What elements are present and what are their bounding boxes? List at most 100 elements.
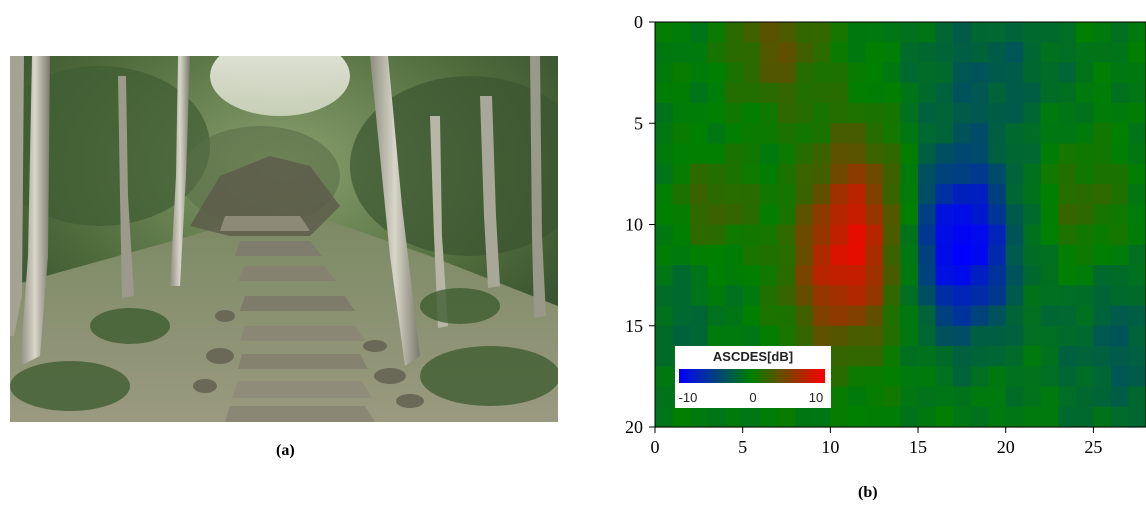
heatmap-cell [725, 42, 744, 64]
heatmap-cell [988, 325, 1007, 347]
heatmap-cell [970, 224, 989, 246]
heatmap-cell [1093, 305, 1112, 327]
heatmap-cell [847, 103, 867, 124]
heatmap-cell [1023, 265, 1042, 286]
heatmap-cell [935, 143, 954, 165]
heatmap-cell [865, 265, 884, 286]
heatmap-cell [953, 184, 972, 205]
heatmap-cell [830, 163, 849, 185]
heatmap-cell [882, 346, 902, 367]
heatmap-cell [742, 163, 761, 185]
heatmap-cell [847, 143, 867, 165]
heatmap-cell [1075, 406, 1094, 428]
heatmap-cell [918, 143, 937, 165]
heatmap-cell [1040, 386, 1059, 408]
heatmap-cell [707, 143, 726, 165]
heatmap-cell [1110, 62, 1130, 84]
heatmap-cell [812, 325, 831, 347]
heatmap-cell [900, 204, 919, 226]
heatmap-cell [900, 82, 919, 104]
heatmap-cell [795, 103, 814, 124]
heatmap-cell [1093, 346, 1112, 367]
heatmap-cell [900, 346, 919, 367]
heatmap-cell [970, 103, 989, 124]
heatmap-cell [760, 123, 779, 145]
heatmap-cell [935, 244, 954, 266]
heatmap-cell [830, 22, 849, 43]
heatmap-cell [690, 265, 709, 286]
heatmap-cell [777, 42, 796, 64]
heatmap-cell [935, 123, 954, 145]
heatmap-cell [935, 346, 954, 367]
heatmap-cell [690, 103, 709, 124]
heatmap-cell [1075, 244, 1094, 266]
heatmap-cell [1128, 103, 1146, 124]
heatmap-cell [760, 406, 779, 428]
heatmap-cell [707, 224, 726, 246]
heatmap-cell [725, 62, 744, 84]
heatmap-cell [1075, 346, 1094, 367]
heatmap-cell [830, 82, 849, 104]
heatmap-cell [882, 244, 902, 266]
colorbar-tick-min: -10 [679, 390, 698, 405]
heatmap-cell [918, 244, 937, 266]
heatmap-cell [953, 204, 972, 226]
stone-rubble [193, 310, 424, 408]
heatmap-cell [690, 244, 709, 266]
heatmap-cell [812, 285, 831, 307]
heatmap-cell [812, 143, 831, 165]
heatmap-cell [900, 406, 919, 428]
heatmap-cell [1110, 42, 1130, 64]
heatmap-cell [1005, 325, 1024, 347]
heatmap-cell [812, 265, 831, 286]
heatmap-cell [795, 82, 814, 104]
heatmap-cell [882, 224, 902, 246]
heatmap-cell [1075, 204, 1094, 226]
heatmap-cell [918, 386, 937, 408]
heatmap-cell [988, 22, 1007, 43]
heatmap-cell [830, 305, 849, 327]
x-tick-label: 20 [997, 437, 1015, 457]
heatmap-cell [760, 103, 779, 124]
heatmap-cell [900, 123, 919, 145]
heatmap-cell [900, 244, 919, 266]
heatmap-cell [707, 163, 726, 185]
heatmap-cell [707, 42, 726, 64]
heatmap-cell [988, 265, 1007, 286]
heatmap-cell [1110, 103, 1130, 124]
heatmap-cell [742, 406, 761, 428]
heatmap-cell [1093, 123, 1112, 145]
heatmap-cell [1005, 406, 1024, 428]
heatmap-cell [1128, 82, 1146, 104]
heatmap-cell [672, 82, 691, 104]
heatmap-cell [690, 22, 709, 43]
y-tick-label: 15 [625, 316, 643, 336]
heatmap-cell [1040, 305, 1059, 327]
heatmap-cell [970, 42, 989, 64]
heatmap-cell [900, 103, 919, 124]
heatmap-cell [935, 42, 954, 64]
heatmap-chart: 0 5 10 15 20 25 0 5 10 15 20 ASCDES[dB] -10 0 10 [625, 12, 1146, 457]
heatmap-cell [1040, 103, 1059, 124]
heatmap-cell [1110, 366, 1130, 388]
heatmap-cell [1005, 22, 1024, 43]
heatmap-cell [760, 143, 779, 165]
heatmap-cell [1093, 325, 1112, 347]
heatmap-cell [970, 265, 989, 286]
heatmap-cell [918, 265, 937, 286]
heatmap-cell [1093, 22, 1112, 43]
heatmap-cell [795, 406, 814, 428]
heatmap-cell [655, 305, 674, 327]
heatmap-cell [865, 163, 884, 185]
heatmap-cell [1128, 366, 1146, 388]
photo-panel [10, 56, 558, 422]
heatmap-cell [865, 82, 884, 104]
heatmap-cell [672, 62, 691, 84]
heatmap-cell [1075, 285, 1094, 307]
heatmap-cell [1093, 285, 1112, 307]
heatmap-cell [882, 163, 902, 185]
heatmap-cell [742, 224, 761, 246]
heatmap-cell [830, 244, 849, 266]
heatmap-cell [1040, 204, 1059, 226]
heatmap-cell [1075, 163, 1094, 185]
